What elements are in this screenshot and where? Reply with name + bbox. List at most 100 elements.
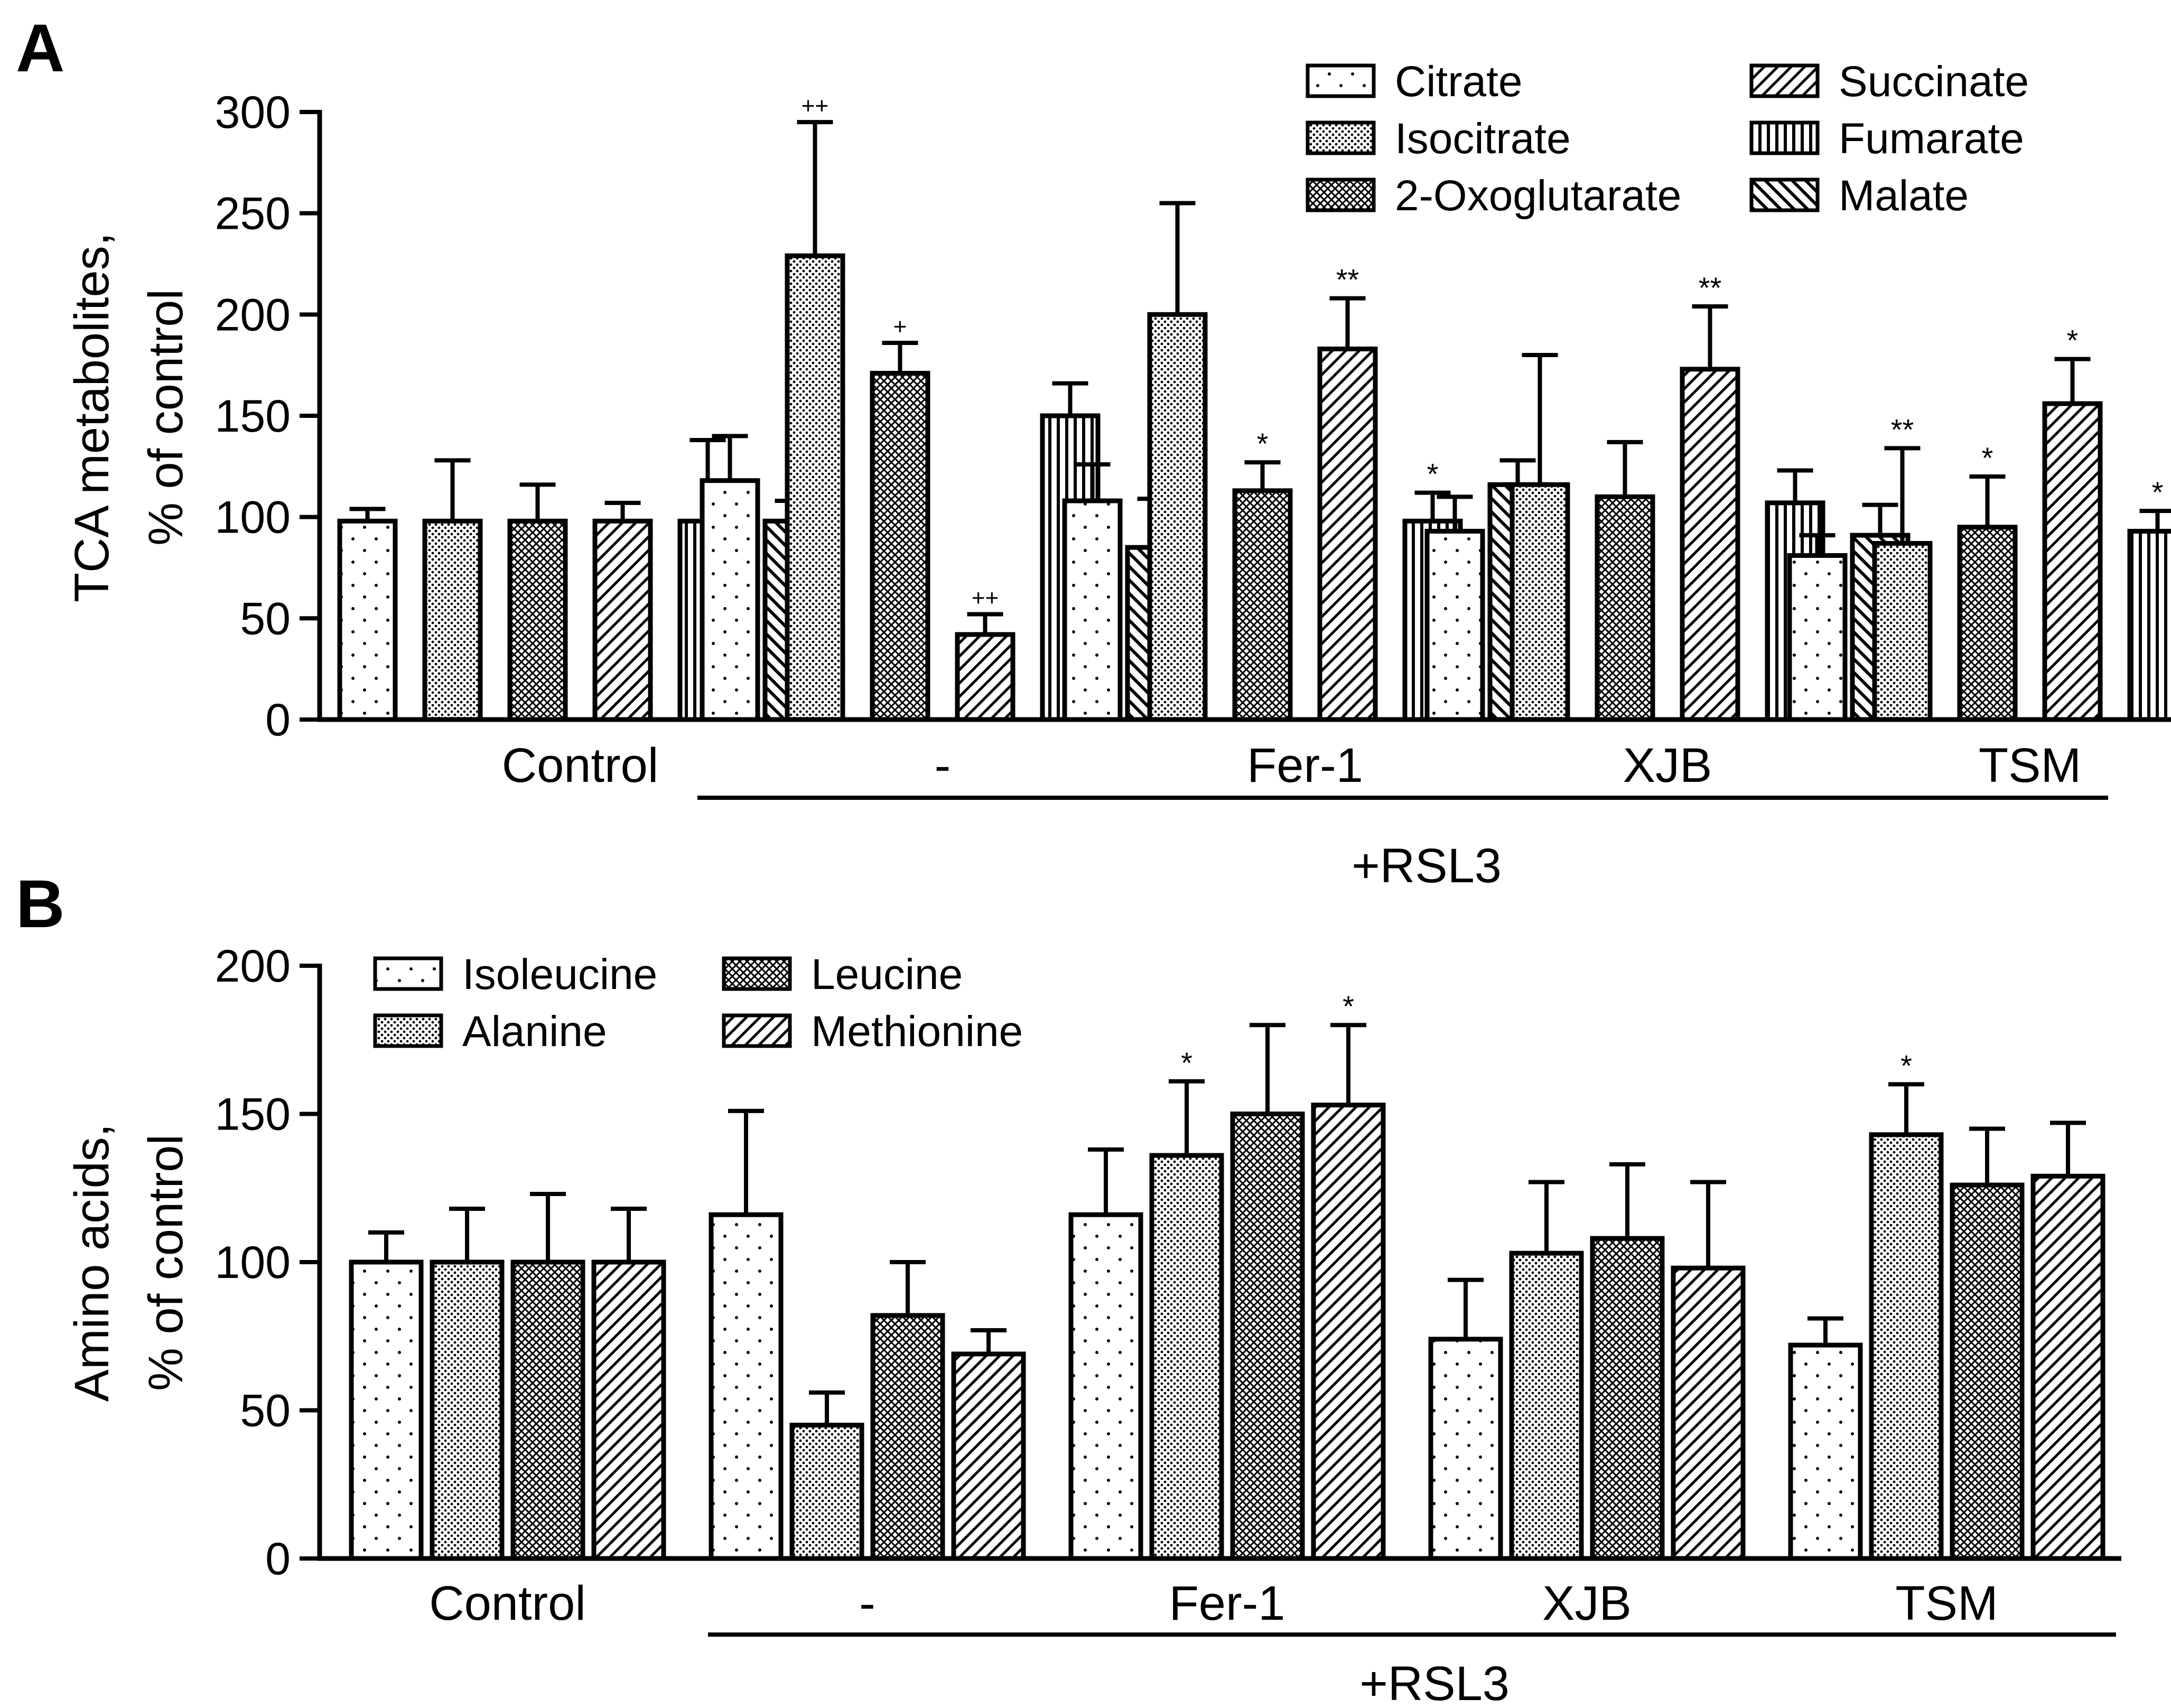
bar [951,1351,1026,1561]
panel-a-letter: A [16,11,64,86]
y-tick-label: 150 [215,391,291,442]
legend-label: Fumarate [1839,115,2024,163]
legend-swatch [722,1013,792,1048]
legend-label: Methionine [811,1007,1023,1056]
significance-label: * [1982,441,1993,474]
bar [1787,553,1848,722]
legend-swatch [1306,63,1376,98]
bar [1149,1153,1224,1561]
legend-label: Succinate [1839,58,2029,106]
group-label: Fer-1 [1247,739,1363,792]
group-label: Control [502,739,659,792]
bar [1671,1265,1746,1561]
y-axis-title: Amino acids, [65,1124,119,1402]
legend-swatch [1749,120,1820,155]
y-tick-label: 200 [215,290,291,340]
panel-b-chart: 0 50 100 150 200 Amino acids, % of control Cont… [65,941,2121,1708]
legend-swatch [1306,120,1376,155]
y-tick-label: 300 [215,87,291,138]
significance-label: + [893,314,907,340]
significance-label: ** [1891,413,1914,446]
bar [1230,1112,1305,1561]
panel-a-chart: 0 50 100 150 200 250 300 TCA metabolites, % of c… [65,58,2171,893]
legend-label: Isocitrate [1395,115,1571,163]
significance-label: * [1900,1049,1912,1082]
bar [592,518,653,722]
bar [1062,498,1123,722]
treatment-label: +RSL3 [1352,839,1502,893]
bar [709,1212,784,1561]
legend-label: Citrate [1395,58,1523,106]
bar [955,632,1015,722]
significance-label: ** [1699,271,1722,304]
legend-label: Leucine [811,950,963,998]
group-label: Control [429,1576,586,1630]
legend-swatch [1749,178,1820,212]
legend-swatch [722,956,792,991]
panel-b-letter: B [16,866,64,942]
bar [1510,482,1570,722]
group-label: XJB [1623,739,1712,792]
bar [1788,1342,1863,1561]
bar [1232,488,1293,722]
bar [2127,529,2171,722]
bar [870,371,930,722]
bar [1509,1250,1584,1561]
bar [337,518,398,722]
bar [1957,525,2018,722]
bar [1869,1132,1944,1561]
y-tick-label: 50 [240,1386,291,1436]
significance-label: * [2152,475,2164,509]
group-label: - [935,739,951,792]
legend-swatch [1306,178,1376,212]
bar [591,1259,666,1561]
y-tick-label: 150 [215,1089,291,1140]
bar [2030,1173,2105,1561]
significance-label: * [1343,990,1354,1023]
bar [1680,367,1740,722]
y-axis-title: TCA metabolites, [65,232,119,603]
significance-label: ++ [972,585,999,611]
significance-label: * [1181,1046,1192,1079]
y-tick-label: 250 [215,189,291,239]
bar [1950,1182,2025,1561]
bar [430,1259,505,1561]
bar [510,1259,585,1561]
y-tick-label: 0 [265,695,291,745]
bar [789,1423,864,1561]
legend-label: Isoleucine [462,950,657,998]
y-axis-title: % of control [139,1134,193,1391]
bar [1068,1212,1143,1561]
legend-label: Alanine [462,1007,607,1056]
significance-label: * [1257,427,1269,460]
bar [1147,312,1208,722]
bar [870,1313,945,1561]
legend-label: 2-Oxoglutarate [1395,172,1681,220]
group-label: Fer-1 [1169,1576,1285,1630]
group-label: XJB [1542,1576,1632,1630]
bar [1311,1103,1386,1561]
bar [1590,1236,1665,1561]
legend-swatch [373,1013,443,1048]
significance-label: ++ [802,93,828,119]
legend-label: Malate [1839,172,1969,220]
y-tick-label: 100 [215,1237,291,1288]
y-axis-title: % of control [139,289,193,546]
y-tick-label: 100 [215,492,291,543]
bar [700,478,760,722]
bar [1428,1337,1503,1561]
treatment-label: +RSL3 [1359,1657,1510,1708]
bar [507,518,568,722]
legend-swatch [373,956,443,991]
y-tick-label: 50 [240,593,291,644]
y-tick-label: 0 [265,1534,291,1584]
bar [785,253,845,722]
group-label: - [859,1576,875,1630]
bar [1872,541,1933,722]
legend-swatch [1749,63,1820,98]
group-label: TSM [1895,1576,1998,1630]
bar [349,1259,424,1561]
bar [422,518,483,722]
significance-label: * [2067,324,2079,357]
